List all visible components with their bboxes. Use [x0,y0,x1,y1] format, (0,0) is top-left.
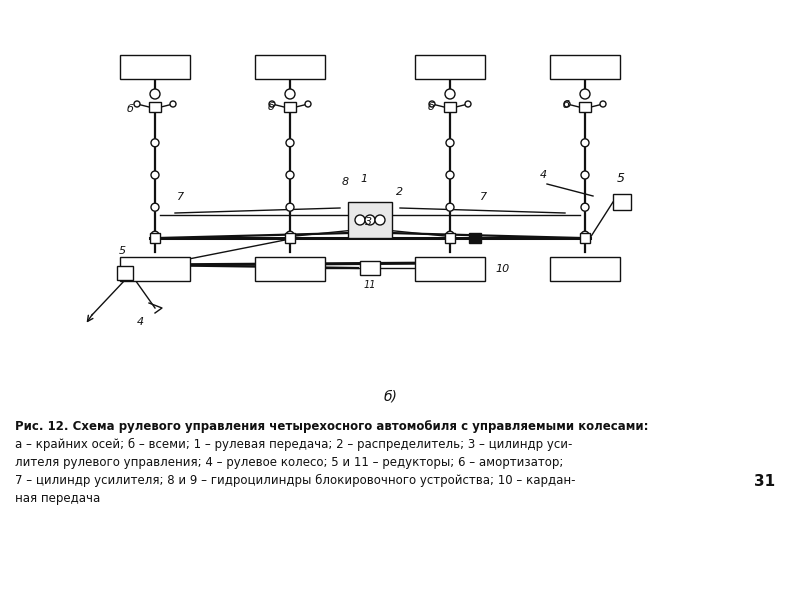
Bar [255,55,325,79]
Text: 7: 7 [480,192,487,202]
Text: б: б [428,102,435,112]
Circle shape [286,231,294,239]
Bar [445,233,455,243]
Circle shape [446,139,454,147]
Circle shape [564,101,570,107]
Text: 7: 7 [177,192,184,202]
Circle shape [445,89,455,99]
Circle shape [151,231,159,239]
Text: 31: 31 [754,474,775,489]
Circle shape [580,89,590,99]
Bar [444,102,456,112]
Text: б: б [268,102,275,112]
Bar [550,257,620,281]
Text: б): б) [383,389,397,403]
Text: 3: 3 [365,217,372,227]
Text: 8: 8 [342,177,349,187]
Text: 2: 2 [396,187,403,197]
Bar [415,55,485,79]
Bar [469,233,481,243]
Bar [284,102,296,112]
Circle shape [150,89,160,99]
Circle shape [134,101,140,107]
Circle shape [286,171,294,179]
Text: лителя рулевого управления; 4 – рулевое колесо; 5 и 11 – редукторы; 6 – амортиза: лителя рулевого управления; 4 – рулевое … [15,456,563,469]
Circle shape [465,101,471,107]
Bar [613,194,631,210]
Circle shape [446,231,454,239]
Bar [415,257,485,281]
Circle shape [581,203,589,211]
Bar [120,257,190,281]
Circle shape [375,215,385,225]
Bar [579,102,591,112]
Circle shape [446,203,454,211]
Bar [150,233,160,243]
Circle shape [600,101,606,107]
Circle shape [286,139,294,147]
Text: Рис. 12. Схема рулевого управления четырехосного автомобиля с управляемыми колес: Рис. 12. Схема рулевого управления четыр… [15,420,649,433]
Circle shape [446,171,454,179]
Text: 11: 11 [364,280,377,290]
Circle shape [151,171,159,179]
Circle shape [581,231,589,239]
Text: 10: 10 [495,264,510,274]
Circle shape [355,215,365,225]
Circle shape [170,101,176,107]
Text: 5: 5 [119,246,126,256]
Circle shape [429,101,435,107]
Text: 4: 4 [540,170,547,180]
Circle shape [581,139,589,147]
Bar [580,233,590,243]
Text: 1: 1 [360,174,367,184]
Bar [550,55,620,79]
Circle shape [285,89,295,99]
Circle shape [269,101,275,107]
Text: 5: 5 [617,172,625,185]
Text: ная передача: ная передача [15,492,100,505]
Text: б: б [127,104,134,114]
Bar [117,266,133,280]
Circle shape [365,215,375,225]
Bar [255,257,325,281]
Circle shape [286,203,294,211]
Bar [348,202,392,238]
Text: 7 – цилиндр усилителя; 8 и 9 – гидроцилиндры блокировочного устройства; 10 – кар: 7 – цилиндр усилителя; 8 и 9 – гидроцили… [15,474,575,487]
Circle shape [151,139,159,147]
Bar [360,261,380,275]
Circle shape [305,101,311,107]
Bar [120,55,190,79]
Text: а – крайних осей; б – всеми; 1 – рулевая передача; 2 – распределитель; 3 – цилин: а – крайних осей; б – всеми; 1 – рулевая… [15,438,572,451]
Text: б: б [563,100,570,110]
Bar [149,102,161,112]
Circle shape [581,171,589,179]
Bar [285,233,295,243]
Circle shape [151,203,159,211]
Text: 4: 4 [137,317,144,327]
